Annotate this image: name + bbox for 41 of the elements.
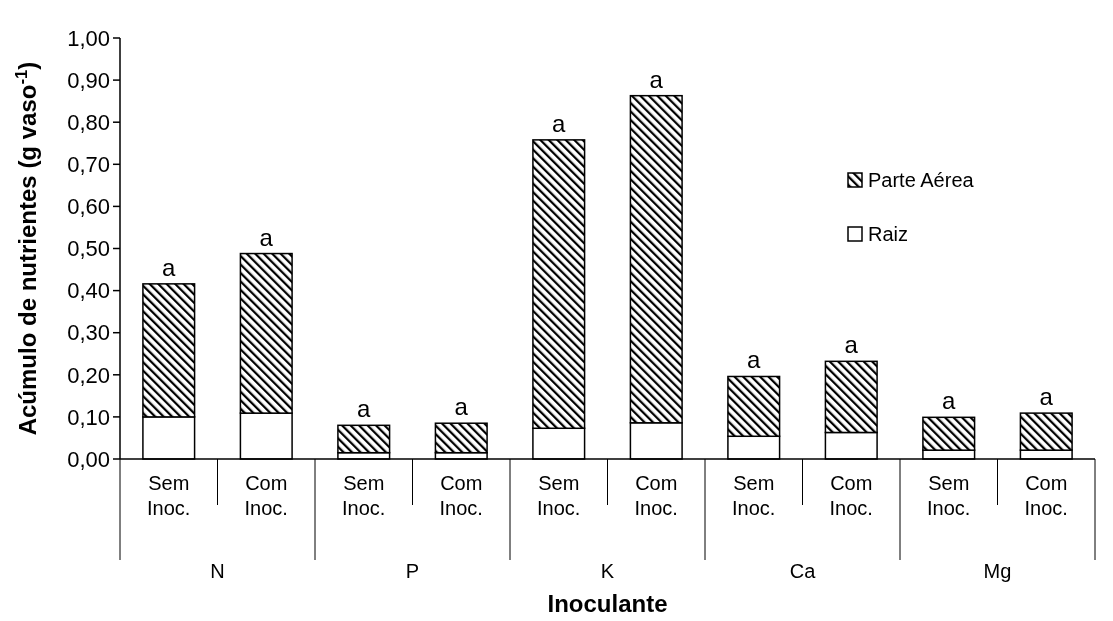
data-label: a — [454, 393, 469, 421]
text: P — [405, 560, 420, 582]
text: N — [210, 560, 225, 582]
y-tick-label: 0,70 — [67, 152, 110, 177]
y-tick-label: 0,00 — [67, 446, 110, 472]
y-tick-label: 0,60 — [67, 194, 110, 220]
y-tick-label: 0,20 — [67, 362, 110, 388]
x-tick-label: Sem Inoc. — [732, 472, 776, 519]
data-label: a — [357, 395, 372, 423]
y-tick-label: 0,80 — [67, 109, 110, 135]
text: K — [600, 560, 615, 582]
legend-label: Parte Aérea — [868, 169, 975, 191]
y-tick-label: 1,00 — [67, 25, 110, 51]
data-label: a — [162, 253, 177, 281]
x-axis-title: Inoculante — [547, 590, 668, 617]
data-label: a — [844, 331, 859, 359]
x-tick-label: Com Inoc. — [829, 472, 873, 519]
x-tick-label: Com Inoc. — [439, 472, 483, 519]
data-label: a — [942, 387, 957, 415]
data-label: a — [1039, 383, 1054, 411]
legend-label: Raiz — [868, 223, 909, 245]
x-tick-label: Com Inoc. — [244, 472, 288, 519]
y-tick-label: 0,40 — [67, 278, 110, 304]
x-tick-label: Sem Inoc. — [537, 472, 581, 519]
bar — [337, 424, 391, 454]
x-tick-label: Com Inoc. — [1024, 472, 1068, 519]
x-tick-label: Sem Inoc. — [927, 472, 971, 519]
x-tick-label: Sem Inoc. — [147, 472, 191, 519]
data-label: a — [649, 65, 664, 93]
y-tick-label: 0,90 — [67, 67, 110, 93]
text: Mg — [983, 560, 1012, 582]
data-label: a — [259, 223, 274, 251]
y-tick-label: 0,50 — [67, 236, 110, 262]
x-tick-label: Sem Inoc. — [342, 472, 386, 519]
data-label: a — [552, 109, 567, 137]
data-label: a — [747, 346, 762, 374]
x-tick-label: Com Inoc. — [634, 472, 678, 519]
y-tick-label: 0,30 — [67, 320, 110, 346]
y-tick-label: 0,10 — [67, 404, 110, 430]
bar — [434, 422, 488, 454]
text: Ca — [789, 560, 817, 582]
